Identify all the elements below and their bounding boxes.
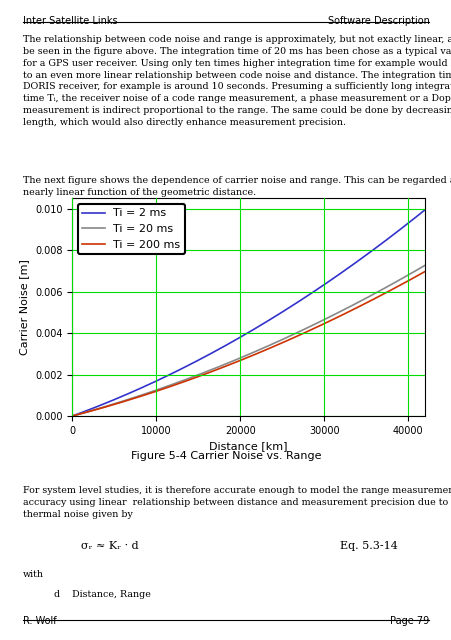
- Text: For system level studies, it is therefore accurate enough to model the range mea: For system level studies, it is therefor…: [23, 486, 451, 519]
- Ti = 2 ms: [311, 287, 317, 295]
- Ti = 20 ms: [350, 301, 355, 308]
- Text: The next figure shows the dependence of carrier noise and range. This can be reg: The next figure shows the dependence of …: [23, 176, 451, 197]
- Ti = 2 ms: [421, 206, 427, 214]
- Ti = 20 ms: [344, 304, 349, 312]
- Ti = 20 ms: [311, 321, 317, 328]
- Text: with: with: [23, 570, 43, 579]
- Ti = 200 ms: [311, 324, 317, 332]
- Text: Software Description: Software Description: [327, 16, 428, 26]
- Text: R. Wolf: R. Wolf: [23, 616, 56, 626]
- Text: Figure 5-4 Carrier Noise vs. Range: Figure 5-4 Carrier Noise vs. Range: [130, 451, 321, 461]
- Ti = 20 ms: [212, 364, 217, 372]
- Line: Ti = 200 ms: Ti = 200 ms: [72, 271, 424, 416]
- Line: Ti = 20 ms: Ti = 20 ms: [72, 266, 424, 416]
- Text: d    Distance, Range: d Distance, Range: [54, 590, 151, 599]
- X-axis label: Distance [km]: Distance [km]: [209, 441, 287, 451]
- Ti = 2 ms: [212, 348, 217, 355]
- Ti = 2 ms: [106, 398, 111, 406]
- Line: Ti = 2 ms: Ti = 2 ms: [72, 210, 424, 416]
- Legend: Ti = 2 ms, Ti = 20 ms, Ti = 200 ms: Ti = 2 ms, Ti = 20 ms, Ti = 200 ms: [78, 204, 184, 254]
- Ti = 200 ms: [106, 403, 111, 410]
- Ti = 20 ms: [106, 402, 111, 410]
- Text: Inter Satellite Links: Inter Satellite Links: [23, 16, 117, 26]
- Text: The relationship between code noise and range is approximately, but not exactly : The relationship between code noise and …: [23, 35, 451, 127]
- Ti = 20 ms: [421, 262, 427, 269]
- Ti = 20 ms: [225, 359, 230, 367]
- Text: Eq. 5.3-14: Eq. 5.3-14: [339, 541, 397, 551]
- Ti = 2 ms: [225, 340, 230, 348]
- Ti = 200 ms: [225, 362, 230, 369]
- Ti = 200 ms: [69, 412, 75, 420]
- Ti = 2 ms: [69, 412, 75, 420]
- Ti = 200 ms: [344, 308, 349, 316]
- Text: Page 79: Page 79: [389, 616, 428, 626]
- Text: σᵣ ≈ Kᵣ · d: σᵣ ≈ Kᵣ · d: [81, 541, 138, 551]
- Ti = 200 ms: [350, 305, 355, 313]
- Ti = 2 ms: [344, 265, 349, 273]
- Ti = 20 ms: [69, 412, 75, 420]
- Y-axis label: Carrier Noise [m]: Carrier Noise [m]: [19, 259, 29, 355]
- Ti = 200 ms: [212, 367, 217, 374]
- Ti = 2 ms: [350, 260, 355, 268]
- Ti = 200 ms: [421, 268, 427, 275]
